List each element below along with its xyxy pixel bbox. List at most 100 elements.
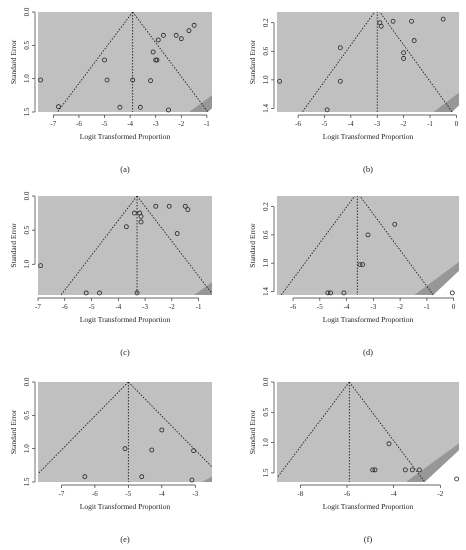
panel-caption: (a)	[120, 164, 130, 174]
funnel-panel-2: -6 -5 -4 -3 -2 -1 0 0.2 0.6 1.0 1.4 Logit Transform…	[248, 12, 459, 174]
x-tick-label: -3	[153, 120, 159, 128]
y-tick-label: 0.0	[262, 377, 270, 386]
data-point	[155, 37, 161, 43]
y-tick-label: 1.0	[23, 444, 31, 453]
data-point	[402, 467, 408, 473]
x-tick-label: -4	[348, 120, 354, 128]
y-tick-label: 1.5	[23, 477, 31, 486]
funnel-right-edge	[128, 382, 212, 468]
x-tick-label: -4	[391, 490, 397, 498]
data-point	[357, 262, 363, 267]
x-axis-label: Logit Transformed Proportion	[80, 315, 171, 324]
y-axis-label: Standard Error	[9, 223, 18, 268]
data-point	[409, 18, 414, 24]
y-tick-label: 0.5	[23, 410, 31, 419]
data-point	[378, 23, 384, 29]
funnel-panel-6: -8 -6 -4 -2 0.0 0.5 1.0 1.5 Logit Transformed Pr…	[248, 377, 460, 544]
y-tick-label: 1.4	[262, 104, 270, 113]
data-point	[191, 22, 197, 28]
outside-region	[424, 450, 459, 482]
x-tick-label: -5	[322, 120, 328, 128]
data-point	[440, 16, 446, 22]
x-tick-label: -7	[59, 490, 65, 498]
x-tick-label: -4	[115, 303, 121, 311]
plot-area	[277, 12, 459, 112]
data-point	[277, 78, 283, 84]
panel-caption: (c)	[120, 347, 130, 357]
funnel-panel-5: -7 -6 -5 -4 -3 0.0 0.5 1.0 1.5 Logit Transformed …	[9, 377, 212, 544]
y-tick-label: 0.2	[262, 202, 270, 211]
data-point	[401, 56, 407, 61]
data-point	[325, 290, 331, 296]
y-axis-label: Standard Error	[9, 409, 18, 454]
missing-study-region	[414, 261, 459, 295]
data-point	[159, 427, 165, 433]
data-point	[104, 77, 110, 83]
x-tick-label: -4	[159, 490, 165, 498]
data-point	[386, 441, 392, 447]
x-axis-label: Logit Transformed Proportion	[80, 132, 171, 141]
data-point	[174, 231, 180, 236]
x-tick-label: -3	[192, 490, 198, 498]
x-tick-label: -5	[102, 120, 108, 128]
x-tick-label: -3	[142, 303, 148, 311]
missing-study-region	[189, 95, 212, 112]
plot-area	[38, 12, 212, 112]
y-tick-label: 0.6	[262, 230, 270, 239]
x-tick-label: -2	[401, 120, 407, 128]
data-point	[173, 32, 179, 38]
data-point	[56, 104, 61, 110]
funnel-panel-4: -6 -5 -4 -3 -2 -1 0 0.2 0.6 1.0 1.4 Logit Transform…	[248, 196, 459, 357]
funnel-region	[38, 382, 212, 482]
data-point	[185, 207, 191, 213]
x-tick-label: -3	[370, 303, 376, 311]
panel-caption: (f)	[364, 534, 373, 544]
x-axis-label: Logit Transformed Proportion	[323, 315, 414, 324]
x-tick-label: 0	[452, 303, 456, 311]
y-tick-label: 0.0	[23, 7, 31, 16]
y-tick-label: 1.0	[23, 259, 31, 268]
y-tick-label: 0.0	[23, 377, 31, 386]
data-point	[411, 38, 417, 43]
data-point	[134, 290, 140, 296]
funnel-left-edge	[280, 196, 356, 295]
x-tick-label: -6	[290, 303, 296, 311]
y-axis-label: Standard Error	[248, 223, 257, 268]
data-point	[416, 467, 422, 473]
x-tick-label: -5	[89, 303, 95, 311]
panel-caption: (e)	[120, 534, 130, 544]
funnel-panel-3: -7 -6 -5 -4 -3 -2 -1 0.0 0.5 1.0 Logit Transformed…	[9, 191, 212, 357]
data-point	[182, 203, 188, 209]
data-point	[166, 107, 171, 113]
x-tick-label: -2	[169, 303, 175, 311]
x-tick-label: -7	[50, 120, 56, 128]
data-point	[365, 232, 371, 238]
x-tick-label: -8	[297, 490, 303, 498]
x-axis-label: Logit Transformed Proportion	[323, 502, 414, 511]
missing-study-region	[194, 282, 212, 295]
x-tick-label: -6	[76, 120, 82, 128]
data-point	[137, 104, 143, 110]
funnel-right-edge	[379, 12, 453, 112]
x-tick-label: -4	[127, 120, 133, 128]
x-tick-label: -1	[196, 303, 202, 311]
data-point	[341, 290, 347, 296]
y-tick-label: 1.0	[23, 74, 31, 83]
data-point	[449, 290, 455, 296]
data-point	[324, 107, 330, 113]
data-point	[160, 32, 166, 38]
y-tick-label: 1.5	[23, 107, 31, 116]
data-point	[372, 467, 378, 473]
y-tick-label: 1.0	[262, 258, 270, 267]
y-tick-label: 1.4	[262, 287, 270, 296]
data-point	[360, 262, 366, 267]
data-point	[454, 476, 460, 482]
data-point	[166, 203, 172, 209]
outside-region	[433, 270, 459, 295]
data-point	[150, 49, 156, 55]
funnel-region	[277, 382, 459, 482]
data-point	[154, 57, 160, 63]
funnel-right-edge	[359, 196, 434, 295]
funnel-region	[277, 12, 459, 112]
